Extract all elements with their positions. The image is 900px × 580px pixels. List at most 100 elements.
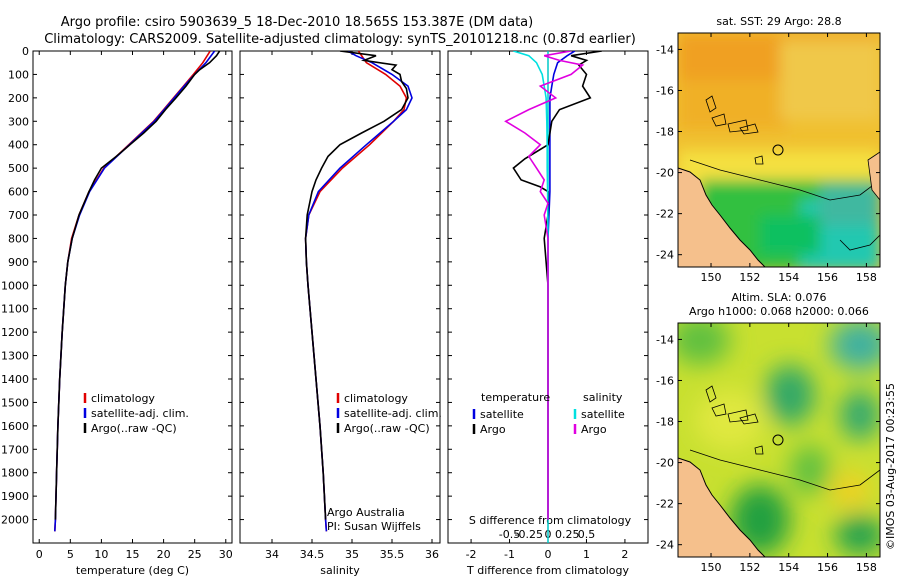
- series-group: [54, 51, 221, 532]
- x-tick-label: 25: [188, 548, 202, 561]
- annotation-text: PI: Susan Wijffels: [327, 520, 421, 533]
- y-tick-label: 1500: [1, 396, 29, 409]
- legend-label: climatology: [344, 392, 408, 405]
- map-y-tick-label: -24: [656, 539, 674, 552]
- y-tick-label: 1300: [1, 350, 29, 363]
- sst-field: [678, 33, 880, 267]
- map-y-tick-label: -16: [656, 84, 674, 97]
- x-tick-label: 36: [425, 548, 439, 561]
- legend-label: satellite: [581, 408, 625, 421]
- y-tick-label: 100: [8, 68, 29, 81]
- x-tick-label: 5: [67, 548, 74, 561]
- y-tick-label: 0: [22, 45, 29, 58]
- sst-land: [678, 167, 766, 267]
- legend-label: Argo(..raw -QC): [344, 422, 430, 435]
- salinity-chart: 34 34.5 35 35.5 36 salinity climatology satelli…: [239, 50, 442, 577]
- plot-frame: [32, 50, 233, 544]
- map-y-tick-label: -18: [656, 126, 674, 139]
- map-x-tick-label: 156: [817, 271, 838, 284]
- legend-label: satellite-adj. clim.: [344, 407, 442, 420]
- map-y-tick-label: -18: [656, 416, 674, 429]
- x-tick-label: 30: [219, 548, 233, 561]
- x-axis-label: T difference from climatology: [466, 564, 629, 577]
- x-tick-label: 20: [157, 548, 171, 561]
- map-x-tick-label: 152: [739, 271, 760, 284]
- series-line-argo-raw-qc-: [54, 51, 221, 520]
- map-y-tick-label: -14: [656, 333, 674, 346]
- sla-map-title: Altim. SLA: 0.076: [731, 291, 826, 304]
- sla-argo-marker: [772, 434, 784, 446]
- map-y-tick-label: -20: [656, 167, 674, 180]
- map-y-tick-label: -16: [656, 374, 674, 387]
- y-tick-label: 200: [8, 92, 29, 105]
- sst-map-panel: sat. SST: 29 Argo: 28.8: [656, 15, 881, 284]
- y-tick-label: 1200: [1, 326, 29, 339]
- x-tick-label: 0: [545, 548, 552, 561]
- map-y-tick-label: -22: [656, 208, 674, 221]
- map-x-tick-label: 154: [778, 271, 799, 284]
- x-tick-label: 35.5: [380, 548, 405, 561]
- x-tick-label: 1: [583, 548, 590, 561]
- sla-field: [678, 323, 880, 557]
- y-tick-label: 1700: [1, 443, 29, 456]
- y-tick-label: 600: [8, 186, 29, 199]
- map-x-tick-label: 156: [817, 561, 838, 574]
- y-tick-label: 500: [8, 162, 29, 175]
- figure-title-line2: Climatology: CARS2009. Satellite-adjuste…: [44, 32, 636, 47]
- x-tick-label: 34: [265, 548, 279, 561]
- y-tick-label: 1400: [1, 373, 29, 386]
- map-x-tick-label: 158: [856, 561, 877, 574]
- sla-land: [678, 457, 766, 557]
- sst-shelf-line: [689, 159, 880, 201]
- legend-label: Argo(..raw -QC): [91, 422, 177, 435]
- y-tick-label: 400: [8, 139, 29, 152]
- series-group: [504, 51, 602, 520]
- map-x-tick-label: 152: [739, 561, 760, 574]
- series-line-argo-raw-qc-: [304, 51, 409, 520]
- y-tick-label: 1000: [1, 279, 29, 292]
- x-tick-label: 2: [621, 548, 628, 561]
- x-tick-label: -2: [466, 548, 477, 561]
- sst-argo-marker: [772, 144, 784, 156]
- x-axis-label: temperature (deg C): [76, 564, 189, 577]
- y-tick-label: 1600: [1, 420, 29, 433]
- sla-map-title2: Argo h1000: 0.068 h2000: 0.066: [689, 305, 869, 318]
- series-line-s-argo: [504, 51, 585, 520]
- annotation-text: Argo Australia: [327, 506, 405, 519]
- x-axis-label-secondary: S difference from climatology: [469, 514, 632, 527]
- x-tick-label-secondary: -0.5: [499, 528, 520, 541]
- sla-map-axes: 150 152 154 156 158 -14 -16 -18 -20 -22 -24: [656, 323, 880, 574]
- legend-title-salinity: salinity: [583, 391, 623, 404]
- x-tick-label-secondary: 0.5: [578, 528, 596, 541]
- y-tick-label: 1900: [1, 490, 29, 503]
- legend-label: Argo: [480, 423, 506, 436]
- sla-map-panel: Altim. SLA: 0.076 Argo h1000: 0.068 h200…: [656, 291, 881, 574]
- x-tick-label: 35: [345, 548, 359, 561]
- map-x-tick-label: 154: [778, 561, 799, 574]
- x-tick-label: 0: [36, 548, 43, 561]
- legend-label: climatology: [91, 392, 155, 405]
- sst-map-title: sat. SST: 29 Argo: 28.8: [716, 15, 841, 28]
- legend-label: Argo: [581, 423, 607, 436]
- y-tick-label: 900: [8, 256, 29, 269]
- y-tick-label: 1800: [1, 467, 29, 480]
- legend-label: satellite: [480, 408, 524, 421]
- y-tick-label: 300: [8, 115, 29, 128]
- y-tick-label: 700: [8, 209, 29, 222]
- legend-title-temperature: temperature: [481, 391, 550, 404]
- sst-map-axes: 150 152 154 156 158 -14 -16 -18 -20 -22 -24: [656, 33, 880, 284]
- legend-label: satellite-adj. clim.: [91, 407, 189, 420]
- x-tick-label: 34.5: [300, 548, 325, 561]
- map-x-tick-label: 150: [701, 561, 722, 574]
- y-tick-label: 2000: [1, 514, 29, 527]
- series-group: [304, 51, 413, 532]
- map-y-tick-label: -14: [656, 43, 674, 56]
- temperature-chart: 0100200300400500600700800900100011001200…: [1, 45, 233, 577]
- map-y-tick-label: -20: [656, 457, 674, 470]
- map-y-tick-label: -22: [656, 498, 674, 511]
- x-axis-label: salinity: [320, 564, 360, 577]
- imos-timestamp: ©IMOS 03-Aug-2017 00:23:55: [884, 383, 897, 550]
- x-tick-label: -1: [504, 548, 515, 561]
- map-y-tick-label: -24: [656, 249, 674, 262]
